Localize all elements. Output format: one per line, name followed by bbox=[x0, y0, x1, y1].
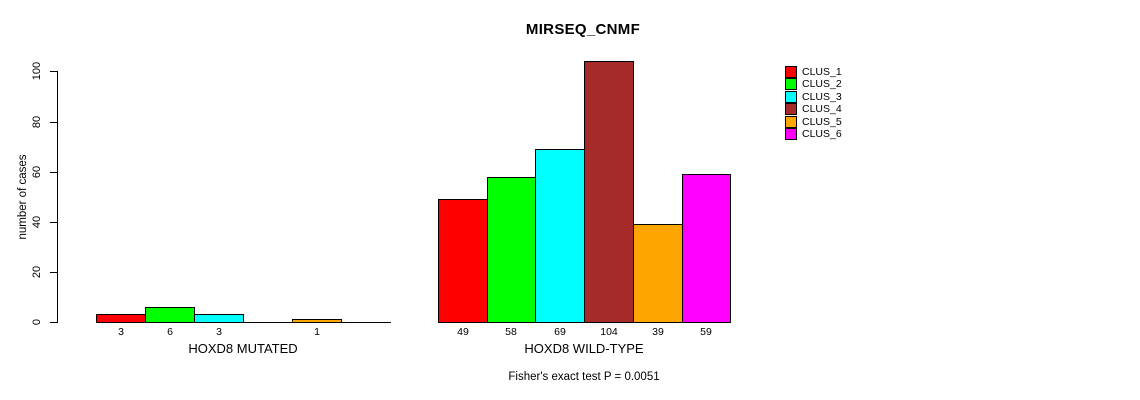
bar-clus_5-group2 bbox=[633, 224, 683, 323]
bar-clus_1-group1 bbox=[96, 314, 146, 323]
bar-clus_6-group2 bbox=[682, 174, 731, 323]
legend-swatch-clus_3 bbox=[785, 91, 797, 103]
group-label-hoxd8-mutated: HOXD8 MUTATED bbox=[188, 341, 298, 356]
zero-bar-clus_4-group1 bbox=[243, 322, 293, 323]
bar-value-label: 49 bbox=[457, 326, 469, 338]
bar-value-label: 59 bbox=[700, 326, 712, 338]
y-tick bbox=[50, 272, 57, 273]
legend-label-clus_4: CLUS_4 bbox=[802, 103, 842, 115]
y-tick bbox=[50, 222, 57, 223]
bar-value-label: 39 bbox=[652, 326, 664, 338]
legend-swatch-clus_4 bbox=[785, 103, 797, 115]
bar-clus_3-group1 bbox=[194, 314, 244, 323]
legend-label-clus_2: CLUS_2 bbox=[802, 78, 842, 90]
bar-clus_3-group2 bbox=[535, 149, 585, 323]
y-tick bbox=[50, 172, 57, 173]
y-tick bbox=[50, 322, 57, 323]
legend-label-clus_6: CLUS_6 bbox=[802, 128, 842, 140]
legend-label-clus_3: CLUS_3 bbox=[802, 91, 842, 103]
y-axis-line bbox=[57, 71, 58, 323]
legend-swatch-clus_2 bbox=[785, 78, 797, 90]
legend-label-clus_5: CLUS_5 bbox=[802, 116, 842, 128]
bar-clus_2-group1 bbox=[145, 307, 195, 323]
bar-value-label: 3 bbox=[216, 326, 222, 338]
bar-value-label: 6 bbox=[167, 326, 173, 338]
zero-bar-clus_6-group1 bbox=[341, 322, 391, 323]
legend-label-clus_1: CLUS_1 bbox=[802, 66, 842, 78]
bar-clus_4-group2 bbox=[584, 61, 634, 323]
bar-clus_2-group2 bbox=[487, 177, 536, 323]
bar-value-label: 3 bbox=[118, 326, 124, 338]
bar-value-label: 58 bbox=[505, 326, 517, 338]
y-tick bbox=[50, 122, 57, 123]
bar-clus_1-group2 bbox=[438, 199, 488, 323]
legend-swatch-clus_5 bbox=[785, 116, 797, 128]
y-tick-label: 100 bbox=[31, 61, 43, 81]
legend-swatch-clus_1 bbox=[785, 66, 797, 78]
bar-value-label: 1 bbox=[314, 326, 320, 338]
chart-title: MIRSEQ_CNMF bbox=[525, 21, 641, 38]
legend-swatch-clus_6 bbox=[785, 128, 797, 140]
y-tick-label: 80 bbox=[31, 115, 43, 129]
fisher-test-annotation: Fisher's exact test P = 0.0051 bbox=[508, 371, 660, 383]
bar-value-label: 69 bbox=[554, 326, 566, 338]
group-label-hoxd8-wild-type: HOXD8 WILD-TYPE bbox=[524, 341, 644, 356]
bar-clus_5-group1 bbox=[292, 319, 342, 323]
y-tick bbox=[50, 71, 57, 72]
bar-value-label: 104 bbox=[600, 326, 618, 338]
